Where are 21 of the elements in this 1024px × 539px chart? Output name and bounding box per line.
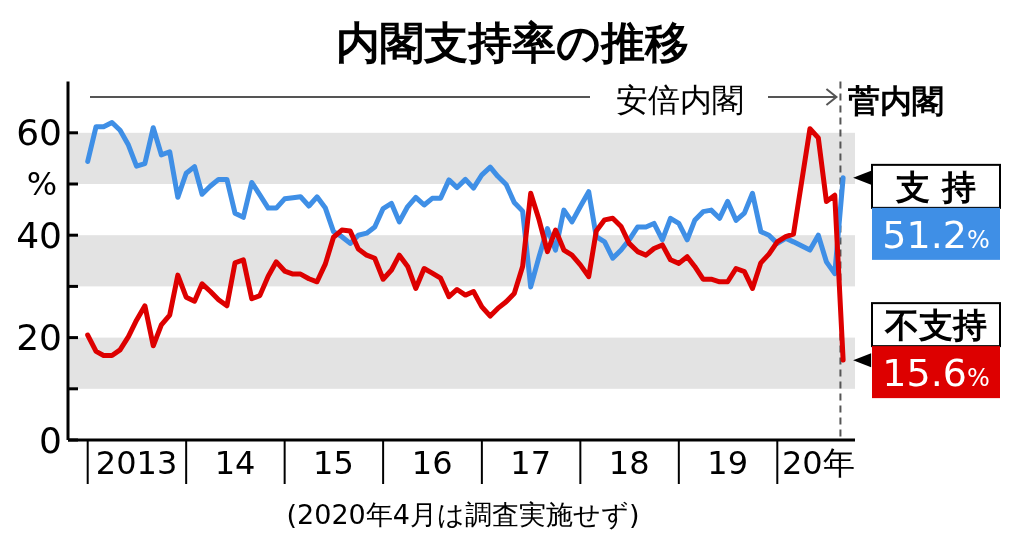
x-tick-label: 19 (707, 444, 749, 482)
y-tick-label: 0 (39, 419, 62, 461)
x-tick-label: 15 (313, 444, 354, 482)
series-label: 不支持 (884, 305, 987, 346)
y-tick-label: 60 (16, 112, 62, 154)
x-tick-label: 2013 (95, 444, 178, 482)
x-tick-label: 20年 (781, 444, 855, 482)
y-axis-title: % (26, 165, 58, 204)
x-tick-label: 17 (510, 444, 552, 482)
ref-line-label: 菅内閣 (847, 82, 945, 120)
text: (2020年4月は調査実施せず) (286, 499, 640, 530)
chart-title: 内閣支持率の推移 (335, 17, 689, 68)
data-label: 51.2% (882, 212, 990, 257)
data-label: 15.6% (882, 350, 990, 395)
x-tick-label: 16 (411, 444, 453, 482)
y-tick-label: 20 (16, 317, 62, 359)
y-tick-label: 40 (16, 214, 62, 256)
series-label: 支 持 (895, 166, 976, 207)
annotation: 安倍内閣 (616, 80, 744, 119)
x-tick-label: 18 (608, 444, 650, 482)
x-tick-label: 14 (214, 444, 256, 482)
